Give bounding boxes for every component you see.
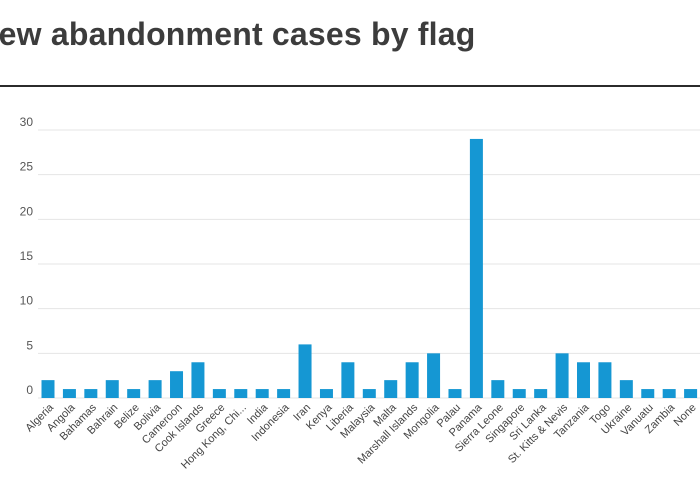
bar xyxy=(534,389,548,398)
bar xyxy=(62,389,76,398)
bar xyxy=(427,353,441,398)
bar xyxy=(619,380,633,398)
bar xyxy=(405,362,419,398)
x-tick-label: None xyxy=(672,402,699,429)
bar xyxy=(512,389,526,398)
bar xyxy=(234,389,248,398)
y-tick-label: 5 xyxy=(26,338,33,352)
bar xyxy=(84,389,98,398)
bar xyxy=(598,362,612,398)
bar xyxy=(362,389,376,398)
bar xyxy=(41,380,55,398)
bar xyxy=(191,362,205,398)
bar xyxy=(469,138,483,398)
title-divider xyxy=(0,85,700,87)
bar xyxy=(105,380,119,398)
bar xyxy=(319,389,333,398)
y-tick-label: 30 xyxy=(20,115,34,129)
bar xyxy=(491,380,505,398)
bar xyxy=(577,362,590,398)
bar xyxy=(148,380,162,398)
bar xyxy=(127,389,141,398)
bar xyxy=(341,362,355,398)
y-tick-label: 10 xyxy=(20,294,34,308)
bar xyxy=(384,380,398,398)
bar xyxy=(684,389,698,398)
bar xyxy=(212,389,226,398)
bar xyxy=(448,389,462,398)
y-tick-label: 25 xyxy=(20,160,34,174)
y-tick-label: 0 xyxy=(26,383,33,397)
bar xyxy=(298,344,312,398)
y-tick-label: 15 xyxy=(20,249,34,263)
bar xyxy=(555,353,569,398)
y-tick-label: 20 xyxy=(20,204,34,218)
bar xyxy=(255,389,269,398)
bar xyxy=(641,389,655,398)
bar xyxy=(170,371,184,398)
bar xyxy=(662,389,676,398)
chart-title: rew abandonment cases by flag xyxy=(0,16,476,52)
bar xyxy=(277,389,291,398)
